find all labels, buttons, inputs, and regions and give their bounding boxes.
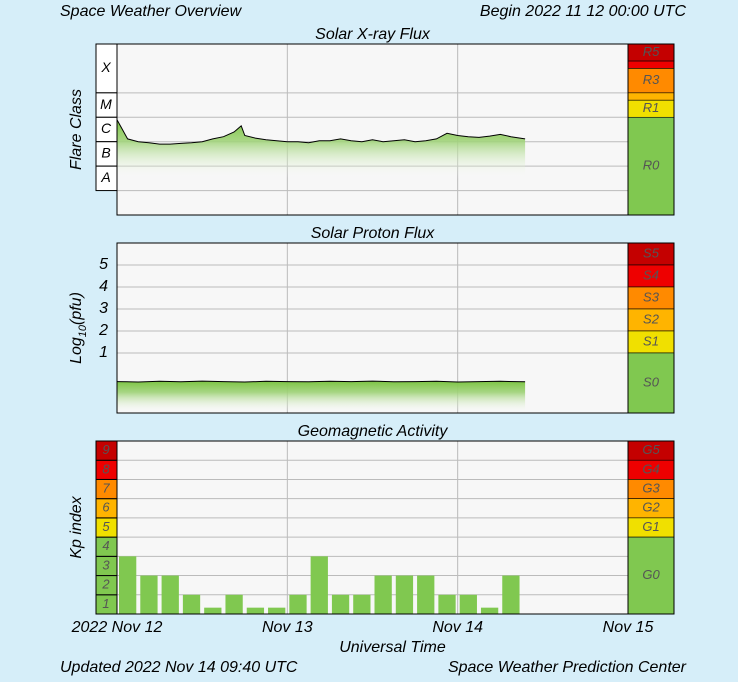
y-tick-label: 5 [99,256,108,273]
class-label: X [100,59,111,75]
kp-bar [268,607,286,614]
kp-bar [225,594,243,614]
kp-bar [395,575,414,614]
scale-label: S1 [643,333,659,348]
kp-bar [459,594,477,614]
panel-title: Geomagnetic Activity [298,423,449,440]
kp-bar [438,594,456,614]
x-tick-label: Nov 13 [262,619,313,636]
kp-label: 5 [102,519,110,534]
kp-label: 3 [102,557,110,572]
class-label: B [101,145,110,161]
kp-bar [331,594,350,614]
y-tick-label: 4 [99,278,108,295]
scale-label: G3 [642,480,660,495]
kp-bar [502,575,520,614]
kp-label: 7 [102,480,110,495]
kp-label: 9 [102,442,109,457]
kp-bar [182,594,201,614]
scale-label: R3 [643,72,660,87]
y-tick-label: 3 [99,300,108,317]
scale-label: G5 [642,442,660,457]
scale-label: R0 [643,158,660,173]
x-axis-label: Universal Time [339,639,446,656]
kp-bar [246,607,265,614]
flux-line [116,119,526,145]
kp-label: 4 [102,538,109,553]
kp-label: 1 [102,596,109,611]
flux-area [117,381,526,413]
class-label: C [101,120,112,136]
kp-bar [140,575,158,614]
kp-label: 6 [102,500,110,515]
scale-label: G0 [642,567,660,582]
page-title: Space Weather Overview [60,3,243,20]
panel-title: Solar X-ray Flux [315,26,431,43]
plot-border [116,43,675,216]
source: Space Weather Prediction Center [448,659,687,676]
scale-label: S4 [643,267,659,282]
flux-line [116,380,526,383]
scale-label: S2 [643,311,660,326]
y-axis-label-part: Flare Class [68,89,85,170]
kp-bar [353,594,371,614]
class-label: M [100,96,112,112]
scale-band [627,352,675,414]
plot-border [116,440,675,615]
plot-border [116,242,675,414]
x-tick-label: Nov 14 [432,619,483,636]
scale-label: S5 [643,245,660,260]
x-tick-label: 2022 Nov 12 [71,619,163,636]
kp-bar [417,575,435,614]
kp-label: 8 [102,461,110,476]
kp-label: 2 [101,577,110,592]
scale-label: G2 [642,500,660,515]
y-axis-label-part: 10 [77,324,89,337]
kp-bar [480,607,499,614]
updated: Updated 2022 Nov 14 09:40 UTC [60,659,298,676]
scale-label: R1 [643,100,660,115]
y-axis-label-part: Log [68,337,85,364]
scale-label: S0 [643,374,660,389]
kp-bar [119,556,137,614]
class-label: A [100,169,110,185]
scale-label: S3 [643,289,660,304]
flux-area [117,119,526,179]
scale-label: R5 [643,44,660,59]
begin-time: Begin 2022 11 12 00:00 UTC [480,3,687,20]
y-axis-label: Flare Class [68,89,85,170]
y-axis-label-part: (pfu) [68,292,85,325]
scale-band [627,536,675,615]
y-axis-label-part: Kp index [68,495,85,558]
kp-bar [289,594,307,614]
panel-title: Solar Proton Flux [311,225,436,242]
scale-band [627,92,675,101]
plot-area [117,441,628,614]
kp-bar [204,607,222,614]
kp-bar [161,575,179,614]
scale-band [627,60,675,69]
y-axis-label: Kp index [68,495,85,558]
y-tick-label: 2 [98,322,108,339]
scale-label: G4 [642,461,659,476]
kp-bar [374,575,392,614]
scale-label: G1 [642,519,659,534]
y-axis-label: Log10(pfu) [68,292,89,364]
kp-bar [310,556,328,614]
x-tick-label: Nov 15 [603,619,654,636]
plot-area [117,44,628,215]
y-tick-label: 1 [99,344,108,361]
